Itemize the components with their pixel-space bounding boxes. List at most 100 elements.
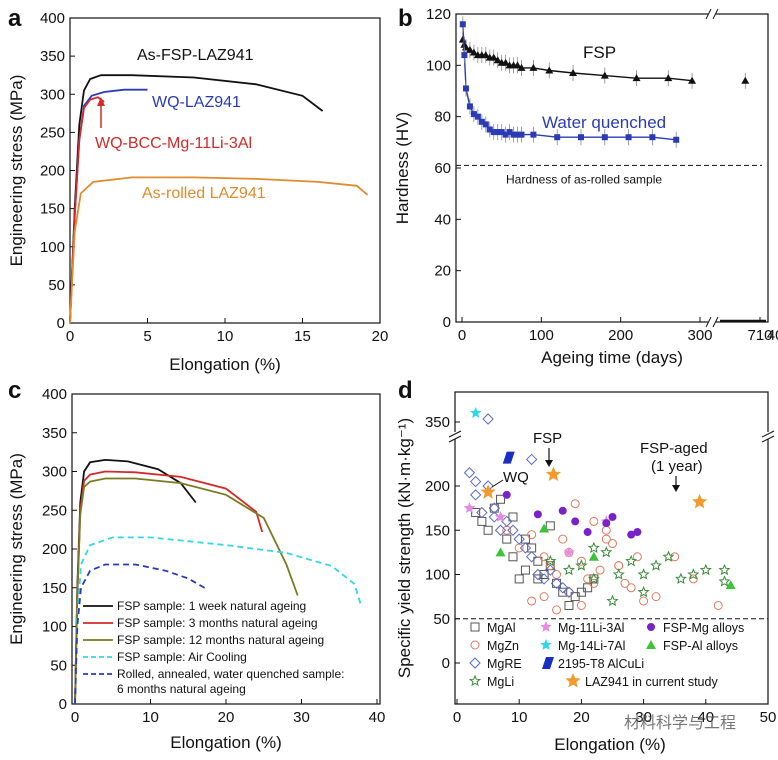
- y-tick-label: 120: [426, 6, 451, 23]
- data-point-0: [477, 516, 487, 526]
- data-point-wq: [518, 131, 525, 138]
- x-tick-label: 0: [458, 327, 466, 344]
- data-point-wq: [466, 103, 473, 110]
- y-tick-label: 100: [40, 239, 65, 256]
- data-point-0: [533, 556, 543, 566]
- data-point-fsp: [501, 58, 510, 66]
- data-point-9: [480, 484, 496, 499]
- data-point-fsp: [741, 76, 750, 84]
- data-point-3: [650, 559, 663, 571]
- axis-break-mark: [705, 8, 712, 20]
- panel-a-chart: 0 5 10 15 20050100150200250300350400Elongati…: [7, 10, 388, 374]
- data-point-wq: [482, 121, 489, 128]
- y-tick-label: 150: [42, 580, 67, 597]
- panel-letter-b: b: [398, 5, 413, 32]
- y-tick-label: 200: [42, 541, 67, 558]
- data-point-9: [692, 493, 708, 509]
- data-point-0: [520, 565, 530, 575]
- data-point-7: [602, 519, 611, 528]
- y-tick-label: 0: [442, 655, 450, 672]
- legend-label-0: FSP sample: 1 week natural ageing: [117, 599, 306, 613]
- legend-marker-6: [542, 657, 554, 669]
- axis-break-mark: [712, 8, 719, 20]
- y-tick-label: 50: [50, 657, 67, 674]
- data-point-3: [606, 594, 619, 607]
- legend-marker-3: [468, 674, 482, 687]
- y-tick-label: 50: [433, 611, 450, 628]
- y-tick-label: 150: [40, 201, 65, 218]
- data-point-8: [495, 547, 506, 557]
- data-point-fsp: [517, 63, 526, 71]
- x-tick-label: 0: [71, 709, 79, 726]
- data-point-wq: [474, 113, 481, 120]
- panel-letter-a: a: [8, 5, 22, 32]
- data-point-9: [545, 466, 561, 481]
- data-point-wq: [502, 131, 509, 138]
- data-point-wq: [470, 111, 477, 118]
- legend-label-7: FSP-Mg alloys: [663, 621, 744, 635]
- panel-letter-c: c: [8, 377, 21, 404]
- legend-marker-9: [565, 673, 581, 688]
- data-point-wq: [461, 52, 468, 59]
- data-point-3: [637, 568, 650, 580]
- data-point-fsp: [688, 76, 697, 84]
- x-tick-label: 30: [293, 709, 310, 726]
- data-point-1: [514, 543, 524, 553]
- x-tick-label: 20: [372, 328, 389, 345]
- y-tick-label: 200: [425, 478, 450, 495]
- data-point-1: [601, 525, 611, 535]
- data-point-3: [718, 563, 731, 576]
- data-point-1: [639, 596, 649, 606]
- data-point-4: [463, 502, 476, 513]
- data-point-1: [527, 596, 537, 606]
- annotation-label: FSP-aged: [640, 440, 708, 457]
- axis-break-mask: [450, 432, 460, 439]
- legend-marker-0: [470, 622, 480, 632]
- y-tick-label: 350: [42, 425, 67, 442]
- data-point-1: [545, 561, 555, 571]
- y-tick-label: 0: [57, 315, 65, 332]
- data-point-3: [587, 541, 600, 554]
- axis-break-mask: [708, 10, 716, 18]
- data-point-0: [545, 521, 555, 531]
- axis-break-mark: [448, 430, 462, 438]
- legend-label-2: WQ-BCC-Mg-11Li-3Al: [95, 135, 252, 152]
- data-point-2: [488, 502, 501, 514]
- data-point-2: [550, 577, 563, 590]
- data-point-3: [687, 568, 700, 580]
- y-tick-label: 250: [42, 502, 67, 519]
- series-label-fsp: FSP: [583, 43, 616, 62]
- data-point-0: [527, 543, 537, 553]
- legend-label-8: FSP-Al alloys: [663, 639, 738, 653]
- x-axis-title: Elongation (%): [169, 355, 281, 374]
- data-point-0: [539, 570, 549, 579]
- legend-marker-5: [540, 639, 552, 650]
- data-point-8: [539, 523, 550, 533]
- data-point-2: [538, 573, 550, 585]
- data-point-1: [601, 534, 611, 544]
- x-tick-label: 10: [511, 709, 528, 726]
- y-tick-label: 40: [434, 211, 451, 228]
- series-label-wq: Water quenched: [542, 113, 666, 132]
- data-point-1: [552, 605, 562, 615]
- annotation-label: WQ: [503, 469, 529, 486]
- legend-label-2: FSP sample: 12 months natural ageing: [117, 633, 324, 647]
- data-point-1: [502, 525, 512, 535]
- data-point-1: [651, 592, 661, 602]
- data-point-1: [620, 578, 630, 588]
- y-tick-label: 100: [426, 57, 451, 74]
- legend-marker-2: [469, 657, 481, 669]
- series-line-3: [69, 176, 369, 324]
- data-point-0: [552, 578, 562, 588]
- x-tick-label: 40: [697, 709, 714, 726]
- y-axis-title: Engineering stress (MPa): [7, 75, 26, 267]
- legend-label-0: MgAl: [487, 621, 515, 635]
- y-axis-title: Engineering stress (MPa): [7, 453, 26, 645]
- data-point-fsp: [529, 63, 538, 71]
- data-point-fsp: [632, 74, 641, 82]
- legend-marker-1: [470, 640, 480, 650]
- data-point-1: [539, 552, 549, 562]
- data-point-5: [470, 407, 482, 418]
- data-point-4: [563, 546, 575, 558]
